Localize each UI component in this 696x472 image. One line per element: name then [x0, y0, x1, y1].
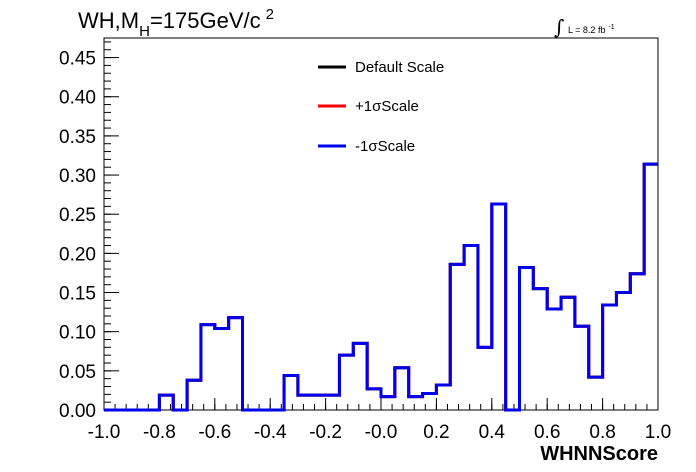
axis-ticks — [103, 41, 659, 411]
y-tick-label: 0.00 — [59, 401, 96, 422]
y-tick-label: 0.40 — [59, 88, 96, 109]
series-line — [104, 162, 658, 412]
x-tick-label: -0.4 — [254, 422, 287, 443]
x-tick-label: -0.2 — [309, 422, 342, 443]
y-tick-label: 0.30 — [59, 166, 96, 187]
x-tick-label: 0.6 — [534, 422, 560, 443]
x-tick-label: -0.0 — [365, 422, 398, 443]
x-tick-label: -0.8 — [143, 422, 176, 443]
legend-label: +1σScale — [355, 98, 419, 115]
luminosity-text: L = 8.2 fb — [568, 25, 605, 35]
y-tick-label: 0.45 — [59, 49, 96, 70]
y-tick-label: 0.05 — [59, 362, 96, 383]
y-tick-label: 0.25 — [59, 205, 96, 226]
x-tick-label: -1.0 — [88, 422, 121, 443]
luminosity-integral-sign: ∫ — [554, 15, 564, 39]
legend-label: Default Scale — [355, 59, 444, 76]
legend-label: -1σScale — [355, 138, 415, 155]
x-tick-label: -0.6 — [198, 422, 231, 443]
x-tick-label: 0.8 — [589, 422, 615, 443]
title-subscript: H — [139, 23, 150, 40]
series-line — [104, 162, 658, 412]
y-tick-label: 0.35 — [59, 127, 96, 148]
series-line — [104, 162, 658, 412]
luminosity-label: L = 8.2 fb -1 — [568, 24, 615, 35]
plot-frame — [103, 37, 659, 411]
x-tick-label: 0.4 — [479, 422, 506, 443]
y-tick-label: 0.15 — [59, 284, 96, 305]
title-main: WH,M — [78, 8, 139, 33]
title-rest: =175GeV/c — [150, 8, 261, 33]
y-tick-label: 0.10 — [59, 323, 96, 344]
chart-title: WH,MH=175GeV/c 2 — [78, 6, 274, 40]
x-axis-label: WHNNScore — [540, 443, 658, 465]
x-tick-label: 1.0 — [645, 422, 671, 443]
y-tick-label: 0.20 — [59, 244, 96, 265]
series-layer — [104, 162, 658, 412]
title-superscript: 2 — [266, 6, 274, 23]
y-tick-labels: 0.00 0.05 0.10 0.15 0.20 0.25 0.30 0.35 0.40 0.45 — [59, 49, 96, 422]
luminosity-superscript: -1 — [608, 24, 614, 31]
x-tick-labels: -1.0 -0.8 -0.6 -0.4 -0.2 -0.0 0.2 0.4 0.6 0.8 1.0 — [88, 422, 672, 443]
legend: Default Scale +1σScale -1σScale — [318, 59, 444, 155]
x-tick-label: 0.2 — [423, 422, 449, 443]
